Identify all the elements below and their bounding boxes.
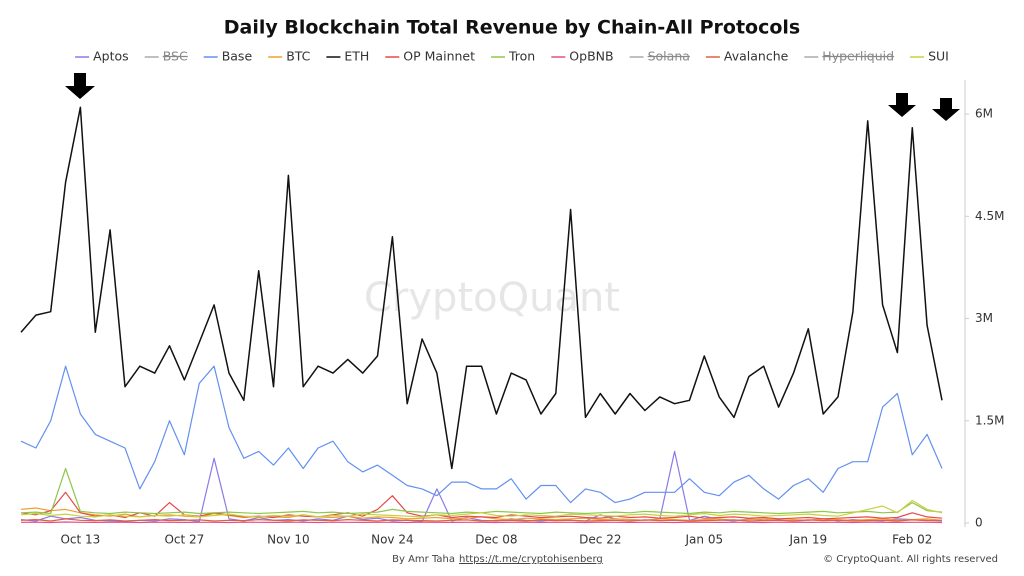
x-tick-label: Jan 19 (789, 533, 828, 547)
legend: Aptos BSC Base BTC ETH OP Mainnet Tron OpBNB Sol… (75, 49, 949, 64)
copyright: © CryptoQuant. All rights reserved (823, 554, 998, 565)
legend-label: Hyperliquid (822, 49, 894, 64)
plot-area: 0 1.5M 3M 4.5M 6M Oct 13 Oct 27 Nov 10 Nov 24 Dec… (20, 106, 1004, 547)
y-tick-label: 6M (975, 107, 993, 121)
legend-item[interactable]: SUI (910, 49, 949, 64)
chart-title: Daily Blockchain Total Revenue by Chain-… (224, 17, 800, 39)
legend-item[interactable]: OpBNB (551, 49, 614, 64)
legend-item[interactable]: BTC (268, 49, 311, 64)
x-tick-label: Feb 02 (892, 533, 932, 547)
legend-label: OP Mainnet (403, 49, 475, 64)
credit-link[interactable]: https://t.me/cryptohisenberg (459, 554, 603, 565)
y-tick-label: 0 (975, 516, 983, 530)
legend-label: SUI (928, 49, 949, 64)
series-line (20, 499, 943, 518)
arrow (888, 93, 916, 117)
legend-item[interactable]: Base (203, 49, 253, 64)
legend-item[interactable]: BSC (144, 49, 188, 64)
legend-item[interactable]: Solana (629, 49, 690, 64)
x-tick-label: Oct 13 (60, 533, 100, 547)
legend-label: Tron (508, 49, 535, 64)
series-line (20, 106, 943, 470)
x-tick-label: Oct 27 (164, 533, 204, 547)
arrow (65, 73, 95, 99)
legend-label: ETH (344, 49, 369, 64)
x-tick-label: Dec 22 (579, 533, 621, 547)
legend-item[interactable]: Tron (491, 49, 535, 64)
y-tick-label: 1.5M (975, 413, 1004, 427)
legend-item[interactable]: OP Mainnet (385, 49, 475, 64)
series-line (20, 491, 943, 520)
series-line (20, 521, 943, 524)
legend-label: BTC (286, 49, 310, 64)
legend-item[interactable]: Avalanche (705, 49, 789, 64)
credit: By Amr Taha (392, 554, 455, 565)
legend-label: BSC (163, 49, 188, 64)
y-tick-label: 4.5M (975, 209, 1004, 223)
legend-label: Base (222, 49, 253, 64)
legend-label: Solana (648, 49, 690, 64)
x-tick-label: Nov 10 (267, 533, 310, 547)
series-line (20, 518, 943, 522)
series-line (20, 365, 943, 504)
x-tick-label: Jan 05 (685, 533, 724, 547)
annotation-arrows (65, 73, 960, 121)
legend-label: Avalanche (724, 49, 789, 64)
watermark: CryptoQuant (364, 275, 620, 321)
y-tick-label: 3M (975, 311, 993, 325)
legend-item[interactable]: Hyperliquid (804, 49, 894, 64)
x-tick-label: Dec 08 (475, 533, 517, 547)
x-tick-label: Nov 24 (371, 533, 414, 547)
legend-label: Aptos (93, 49, 129, 64)
arrow (932, 98, 960, 121)
legend-label: OpBNB (569, 49, 613, 64)
legend-item[interactable]: ETH (326, 49, 369, 64)
legend-item[interactable]: Aptos (75, 49, 129, 64)
